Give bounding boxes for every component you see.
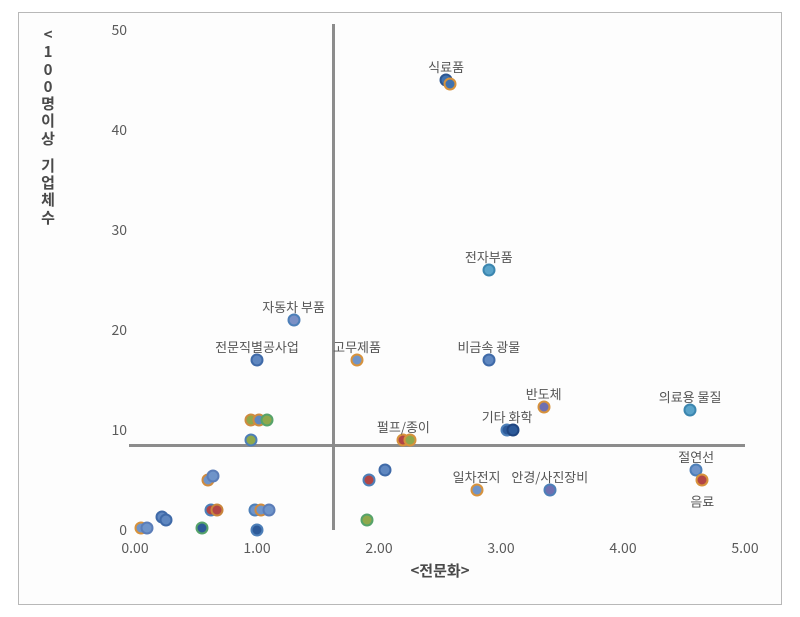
x-tick-label: 4.00: [598, 530, 648, 558]
scatter-point: [360, 514, 373, 527]
scatter-point: [207, 470, 220, 483]
scatter-point: [443, 78, 456, 91]
y-axis-title: <100명이상기업체수: [39, 26, 57, 226]
scatter-point: [507, 424, 520, 437]
scatter-point-label: 펄프/종이: [377, 417, 430, 436]
scatter-point-label: 음료: [690, 491, 714, 510]
scatter-point: [260, 414, 273, 427]
scatter-point-label: 자동차 부품: [262, 297, 325, 316]
scatter-point-label: 비금속 광물: [457, 337, 520, 356]
scatter-point: [363, 474, 376, 487]
y-tick-label: 10: [87, 420, 135, 440]
vertical-divider-line: [332, 24, 335, 530]
scatter-point-label: 전문직별공사업: [215, 337, 299, 356]
scatter-point-label: 식료품: [428, 57, 464, 76]
x-tick-label: 3.00: [476, 530, 526, 558]
scatter-point: [696, 474, 709, 487]
scatter-point: [403, 434, 416, 447]
scatter-plot-area: <전문화> <100명이상기업체수 010203040500.001.002.0…: [135, 30, 745, 530]
scatter-point: [196, 522, 209, 535]
scatter-point-label: 절연선: [678, 447, 714, 466]
scatter-point: [251, 524, 264, 537]
x-tick-label: 0.00: [110, 530, 160, 558]
x-tick-label: 2.00: [354, 530, 404, 558]
y-tick-label: 30: [87, 220, 135, 240]
y-tick-label: 40: [87, 120, 135, 140]
y-tick-label: 20: [87, 320, 135, 340]
scatter-point-label: 안경/사진장비: [511, 467, 588, 486]
scatter-point-label: 고무제품: [333, 337, 381, 356]
x-axis-title: <전문화>: [410, 560, 469, 581]
scatter-point: [210, 504, 223, 517]
scatter-point: [141, 522, 154, 535]
horizontal-divider-line: [129, 444, 745, 447]
scatter-point: [244, 434, 257, 447]
scatter-point-label: 기타 화학: [482, 407, 533, 426]
scatter-point: [263, 504, 276, 517]
x-tick-label: 5.00: [720, 530, 770, 558]
scatter-point-label: 일차전지: [453, 467, 501, 486]
scatter-point: [159, 514, 172, 527]
scatter-point-label: 반도체: [526, 384, 562, 403]
scatter-point: [379, 464, 392, 477]
scatter-point-label: 전자부품: [465, 247, 513, 266]
scatter-point-label: 의료용 물질: [659, 387, 722, 406]
y-tick-label: 50: [87, 20, 135, 40]
